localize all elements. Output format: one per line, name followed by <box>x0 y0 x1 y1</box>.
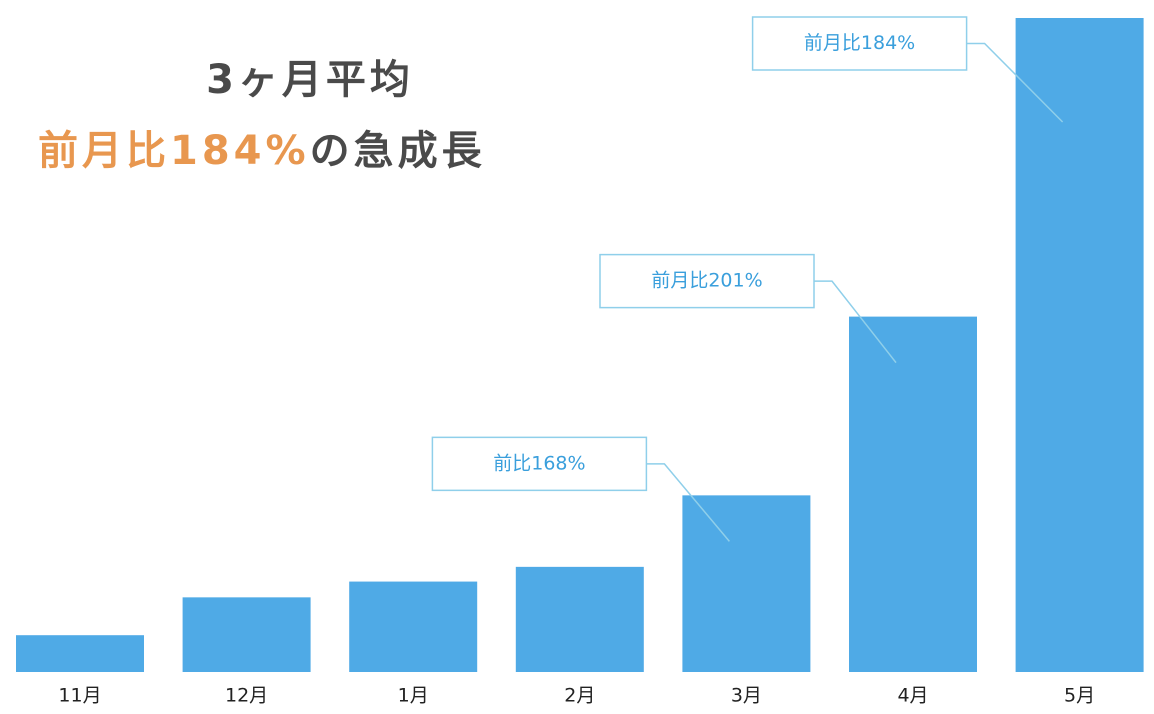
x-tick-label: 2月 <box>564 685 595 707</box>
bar <box>349 581 478 672</box>
x-tick-label: 11月 <box>58 685 101 707</box>
callout-label: 前月比201% <box>651 270 762 292</box>
callout-line <box>966 42 1064 123</box>
callout-label: 前月比184% <box>804 32 915 54</box>
x-tick-label: 12月 <box>225 685 268 707</box>
chart-subtitle: 前月比184%の急成長 <box>38 128 486 174</box>
bar <box>682 495 811 672</box>
x-tick-label: 1月 <box>398 685 429 707</box>
callout-label: 前比168% <box>493 452 585 474</box>
callout-box <box>751 16 968 71</box>
x-tick-label: 4月 <box>897 685 928 707</box>
callout-box <box>431 436 648 492</box>
chart-title: 3ヶ月平均 <box>206 57 414 103</box>
bar <box>182 597 311 672</box>
subtitle-part: の急成長 <box>310 128 486 174</box>
x-tick-label: 3月 <box>731 685 762 707</box>
callout-box <box>599 253 815 309</box>
bar <box>1015 18 1144 672</box>
bar <box>16 635 144 672</box>
callout-line <box>646 463 730 542</box>
bar <box>515 566 644 672</box>
bar <box>849 316 977 672</box>
subtitle-part: 前月比184% <box>38 128 310 174</box>
x-tick-label: 5月 <box>1064 685 1095 707</box>
callout-line <box>814 280 897 364</box>
